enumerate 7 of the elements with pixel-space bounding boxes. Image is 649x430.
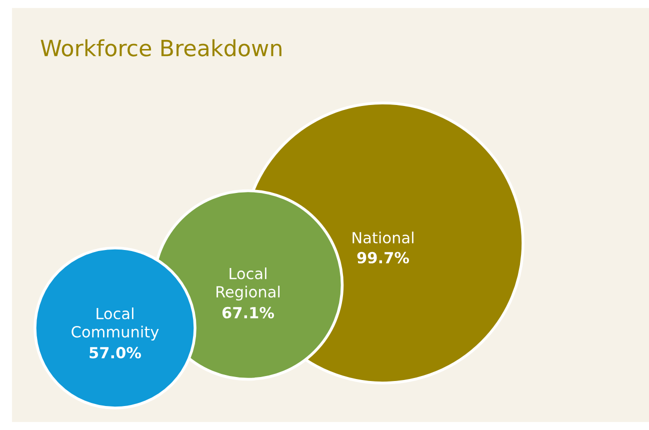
data-label: 67.1% <box>222 306 274 318</box>
category-label: Local Regional <box>216 267 280 301</box>
category-label: Local Community <box>72 307 159 341</box>
category-label: National <box>352 232 414 244</box>
data-label: 57.0% <box>90 346 142 358</box>
text: Workforce Breakdown <box>40 39 282 56</box>
data-label: 99.7% <box>357 252 410 264</box>
